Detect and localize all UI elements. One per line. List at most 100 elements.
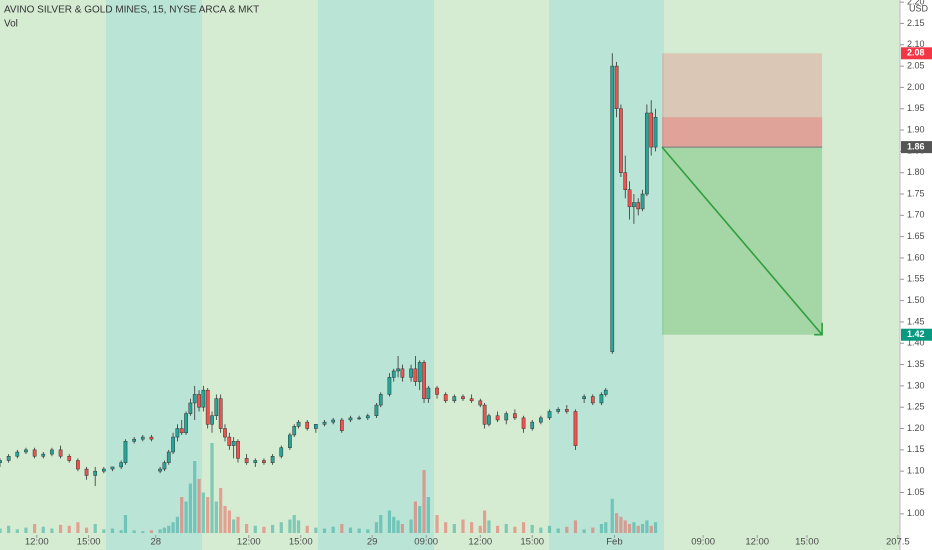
candle-body bbox=[296, 421, 301, 427]
volume-bar bbox=[645, 520, 649, 533]
candle-body bbox=[197, 394, 201, 408]
volume-bar bbox=[487, 520, 491, 533]
x-tick-label: 207.5 bbox=[886, 537, 910, 548]
price-label: 1.86 bbox=[907, 141, 925, 151]
volume-bar bbox=[409, 519, 413, 533]
candle-body bbox=[292, 426, 297, 436]
volume-bar bbox=[599, 524, 604, 533]
volume-bar bbox=[573, 520, 578, 533]
y-tick-label: 1.40 bbox=[907, 338, 925, 348]
candle-body bbox=[547, 411, 552, 419]
volume-bar bbox=[632, 522, 636, 533]
candle-body bbox=[171, 436, 175, 453]
volume-bar bbox=[418, 506, 422, 533]
volume-bar bbox=[292, 515, 296, 533]
volume-bar bbox=[379, 515, 383, 533]
y-tick-label: 1.90 bbox=[907, 124, 925, 134]
candle-body bbox=[140, 436, 145, 440]
y-tick-label: 1.05 bbox=[907, 487, 925, 497]
y-tick-label: 1.25 bbox=[907, 402, 925, 412]
volume-bar bbox=[33, 524, 37, 533]
volume-bar bbox=[201, 492, 205, 533]
candle-body bbox=[0, 460, 2, 463]
volume-bar bbox=[627, 524, 632, 533]
volume-bar bbox=[610, 498, 614, 533]
volume-bar bbox=[413, 501, 417, 533]
volume-bar bbox=[193, 461, 197, 533]
volume-bar bbox=[614, 513, 619, 533]
y-tick-label: 1.00 bbox=[907, 508, 925, 518]
volume-bar bbox=[219, 488, 223, 533]
chart-title: AVINO SILVER & GOLD MINES, 15, NYSE ARCA… bbox=[4, 5, 259, 16]
volume-bar bbox=[461, 519, 465, 533]
candle-body bbox=[357, 417, 361, 420]
candle-body bbox=[378, 394, 383, 406]
price-label-box bbox=[901, 141, 932, 154]
candle-body bbox=[374, 404, 379, 416]
volume-bar bbox=[175, 516, 180, 533]
x-tick-label: 12:00 bbox=[468, 537, 492, 548]
candle-body bbox=[214, 398, 219, 416]
candle-body bbox=[132, 438, 136, 442]
volume-bar bbox=[253, 525, 257, 533]
candle-body bbox=[210, 415, 214, 425]
candle-body bbox=[162, 462, 167, 470]
volume-bar bbox=[50, 528, 54, 533]
position-tool bbox=[661, 53, 823, 336]
x-tick-label: 15:00 bbox=[289, 537, 313, 548]
x-tick-label: 09:00 bbox=[414, 537, 438, 548]
projection-arrow bbox=[661, 146, 823, 336]
y-tick-label: 2.15 bbox=[907, 18, 925, 28]
candle-body bbox=[556, 409, 561, 412]
candle-body bbox=[426, 387, 431, 399]
volume-bar bbox=[197, 479, 201, 533]
candle-body bbox=[67, 455, 72, 461]
candle-body bbox=[76, 460, 80, 470]
price-label: 2.08 bbox=[907, 48, 925, 58]
candle-body bbox=[603, 389, 608, 395]
y-tick-label: 1.95 bbox=[907, 103, 925, 113]
candle-body bbox=[305, 421, 310, 429]
y-tick-label: 1.65 bbox=[907, 231, 925, 241]
y-tick-label: 2.05 bbox=[907, 60, 925, 70]
volume-bar bbox=[184, 501, 188, 533]
x-tick-label: 09:00 bbox=[691, 537, 715, 548]
y-tick-label: 1.10 bbox=[907, 466, 925, 476]
volume-bar bbox=[452, 524, 456, 533]
candle-body bbox=[422, 362, 426, 399]
volume-bar bbox=[296, 520, 301, 533]
candle-body bbox=[478, 400, 483, 406]
candle-body bbox=[365, 415, 370, 419]
candle-body bbox=[482, 404, 487, 425]
candle-body bbox=[279, 447, 284, 457]
candle-body bbox=[110, 466, 115, 470]
candle-body bbox=[205, 389, 210, 425]
candle-body bbox=[270, 455, 275, 463]
candle-body bbox=[443, 394, 448, 402]
y-tick-label: 1.15 bbox=[907, 444, 925, 454]
price-label-box bbox=[901, 47, 932, 60]
candle-body bbox=[227, 436, 232, 446]
volume-bar bbox=[223, 506, 227, 533]
y-tick-label: 2.10 bbox=[907, 39, 925, 49]
volume-bar bbox=[623, 520, 627, 533]
candle-body bbox=[201, 389, 206, 408]
candle-body bbox=[244, 458, 249, 463]
stop-zone bbox=[662, 53, 823, 148]
candle-body bbox=[469, 398, 474, 402]
candle-body bbox=[50, 449, 54, 455]
candle-body bbox=[396, 368, 400, 372]
candle-body bbox=[387, 377, 392, 395]
volume-bar bbox=[374, 522, 379, 533]
volume-bar bbox=[547, 525, 552, 533]
candle-body bbox=[314, 424, 318, 429]
price-label-box bbox=[901, 328, 932, 341]
volume-bar bbox=[110, 528, 115, 533]
volume-bar bbox=[171, 522, 175, 533]
candle-body bbox=[149, 436, 154, 440]
volume-bar bbox=[331, 526, 335, 533]
candle-body bbox=[623, 172, 628, 190]
y-tick-label: 1.35 bbox=[907, 359, 925, 369]
